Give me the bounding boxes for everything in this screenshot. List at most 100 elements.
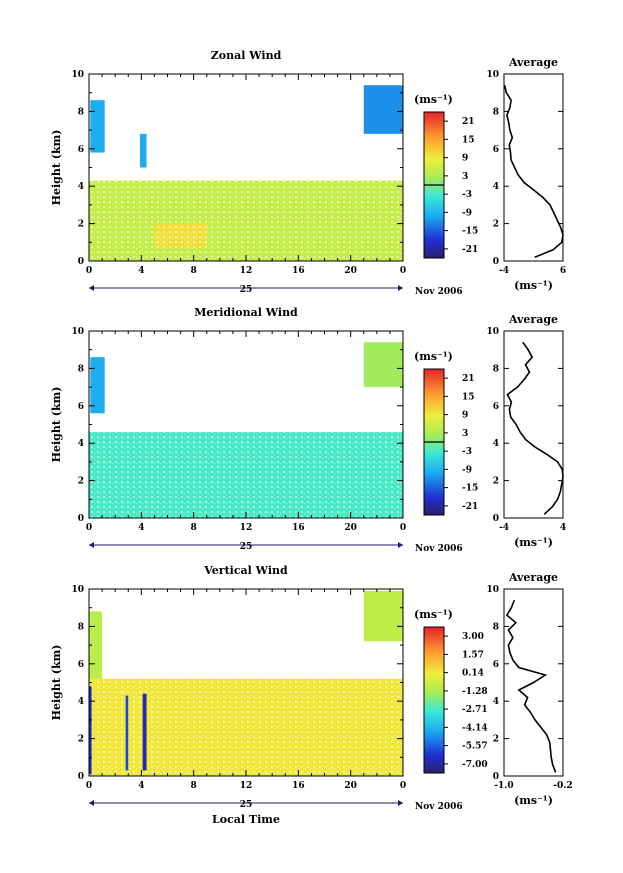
x-tick-label: 0 [400, 523, 406, 533]
date-label: 25 [240, 285, 253, 295]
x-tick-label: 20 [344, 781, 357, 791]
x-tick-label: 8 [191, 266, 197, 276]
average-profile: Average 0 2 4 6 8 10 -4 6 (ms⁻¹) [486, 56, 566, 292]
average-x-tick-label: -4 [499, 266, 509, 276]
x-tick-label: 4 [138, 781, 144, 791]
average-y-tick-label: 6 [493, 660, 499, 670]
date-label: 25 [240, 542, 253, 552]
month-label: Nov 2006 [415, 544, 463, 554]
average-y-tick-label: 0 [493, 514, 499, 524]
x-tick-label: 8 [191, 523, 197, 533]
average-y-tick-label: 2 [493, 735, 499, 745]
date-arrow-left-icon [89, 800, 94, 806]
average-y-tick-label: 4 [493, 182, 499, 192]
colorbar-tick-label: -2.71 [462, 705, 488, 715]
average-unit-label: (ms⁻¹) [514, 279, 553, 292]
average-frame [503, 73, 564, 262]
colorbar-tick-label: -7.00 [462, 760, 488, 770]
y-tick-label: 6 [78, 145, 84, 155]
average-y-tick-label: 10 [486, 585, 499, 595]
x-tick-label: 16 [292, 266, 305, 276]
x-tick-label: 8 [191, 781, 197, 791]
data-region-4 [89, 686, 92, 775]
colorbar-tick-label: -21 [462, 245, 478, 255]
data-region-3 [363, 342, 403, 388]
x-tick-label: 4 [138, 523, 144, 533]
average-y-tick-label: 2 [493, 220, 499, 230]
average-x-tick-label: -4 [499, 523, 509, 533]
y-tick-label: 4 [78, 697, 84, 707]
y-tick-label: 10 [71, 327, 84, 337]
y-tick-label: 6 [78, 660, 84, 670]
average-profile-line [505, 599, 557, 773]
colorbar-tick-label: 21 [462, 374, 475, 384]
average-x-tick-label: 4 [560, 523, 566, 533]
x-tick-label: 20 [344, 266, 357, 276]
colorbar-tick-label: -1.28 [462, 687, 488, 697]
average-y-tick-label: 6 [493, 402, 499, 412]
average-y-tick-label: 6 [493, 145, 499, 155]
y-tick-label: 8 [78, 107, 84, 117]
average-frame [503, 330, 564, 519]
x-tick-label: 12 [240, 523, 253, 533]
colorbar-tick-label: -21 [462, 502, 478, 512]
data-region-2 [363, 590, 403, 642]
colorbar-tick-label: 9 [462, 411, 468, 421]
data-region-3 [363, 85, 403, 134]
x-axis-label: Local Time [212, 813, 280, 826]
average-profile: Average 0 2 4 6 8 10 -1.0 -0.2(ms⁻¹) [486, 571, 572, 807]
x-tick-label: 0 [86, 266, 92, 276]
average-profile-line [506, 341, 564, 515]
colorbar-tick-label: -9 [462, 465, 472, 475]
average-y-tick-label: 8 [493, 622, 499, 632]
x-tick-label: 0 [400, 266, 406, 276]
y-tick-label: 2 [78, 735, 84, 745]
heatmap-regions [89, 590, 403, 776]
x-tick-label: 12 [240, 781, 253, 791]
x-tick-label: 12 [240, 266, 253, 276]
average-y-tick-label: 8 [493, 107, 499, 117]
colorbar-tick-label: -15 [462, 227, 478, 237]
average-y-tick-label: 4 [493, 439, 499, 449]
data-region-texture [89, 678, 403, 776]
y-tick-label: 8 [78, 364, 84, 374]
colorbar-tick-label: 15 [462, 135, 475, 145]
x-tick-label: 20 [344, 523, 357, 533]
y-axis-label: Height (km) [50, 387, 63, 463]
average-y-tick-label: 10 [486, 70, 499, 80]
y-tick-label: 0 [78, 257, 84, 267]
data-region-1 [90, 100, 105, 153]
average-x-tick-label: 6 [560, 266, 566, 276]
average-y-tick-label: 8 [493, 364, 499, 374]
colorbar-unit-label: (ms⁻¹) [414, 350, 453, 363]
panel-title: Vertical Wind [203, 564, 288, 577]
average-title: Average [508, 571, 558, 584]
y-tick-label: 0 [78, 772, 84, 782]
colorbar [423, 626, 445, 774]
average-x-tick-label: -0.2 [553, 781, 572, 791]
data-region-texture [89, 431, 403, 518]
average-unit-label: (ms⁻¹) [514, 794, 553, 807]
average-y-tick-label: 0 [493, 257, 499, 267]
colorbar-tick-label: -5.57 [462, 742, 488, 752]
x-tick-label: 4 [138, 266, 144, 276]
average-profile: Average 0 2 4 6 8 10 -4 4 (ms⁻¹) [486, 313, 566, 549]
date-arrow-left-icon [89, 285, 94, 291]
x-tick-label: 0 [400, 781, 406, 791]
x-tick-label: 16 [292, 523, 305, 533]
average-profile-line [503, 85, 564, 259]
y-tick-label: 6 [78, 402, 84, 412]
x-tick-label: 0 [86, 781, 92, 791]
y-axis-label: Height (km) [50, 645, 63, 721]
y-tick-label: 8 [78, 622, 84, 632]
y-tick-label: 10 [71, 585, 84, 595]
average-y-tick-label: 2 [493, 477, 499, 487]
data-region-1 [90, 357, 105, 414]
panel-title: Zonal Wind [211, 49, 282, 62]
data-region-texture [89, 180, 403, 261]
average-title: Average [508, 313, 558, 326]
date-arrow-right-icon [398, 542, 403, 548]
